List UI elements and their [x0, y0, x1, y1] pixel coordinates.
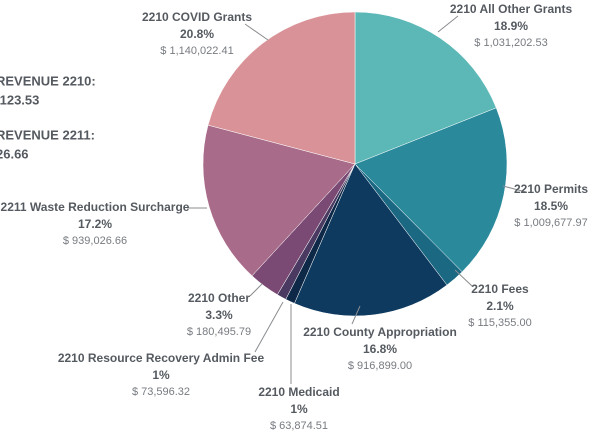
pie-slice — [207, 11, 356, 165]
leader-line — [454, 269, 473, 287]
slice-amount: $ 180,495.79 — [187, 326, 251, 338]
slice-name: 2210 Other — [188, 291, 250, 305]
annotation: 26.66 — [0, 146, 29, 161]
leader-line — [244, 23, 269, 41]
slice-amount: $ 916,899.00 — [348, 360, 412, 372]
annotation: REVENUE 2210: — [0, 73, 96, 88]
slice-name: 2210 County Appropriation — [303, 325, 457, 339]
slice-name: 2210 Resource Recovery Admin Fee — [58, 351, 265, 365]
slice-amount: $ 115,355.00 — [468, 317, 531, 329]
slice-name: 2211 Waste Reduction Surcharge — [1, 200, 190, 214]
slice-name: 2210 Fees — [471, 282, 529, 296]
slice-amount: $ 63,874.51 — [270, 420, 328, 432]
leader-line — [249, 283, 263, 297]
pie-slice — [294, 163, 448, 317]
slice-percent: 1% — [290, 402, 308, 416]
pie-slice — [202, 124, 356, 277]
slice-name: 2210 All Other Grants — [450, 2, 573, 16]
slice-percent: 16.8% — [363, 342, 397, 356]
slice-percent: 3.3% — [205, 308, 233, 322]
slice-name: 2210 Medicaid — [258, 385, 339, 399]
slice-name: 2210 COVID Grants — [142, 10, 252, 24]
slice-name: 2210 Permits — [514, 182, 588, 196]
leader-lines — [187, 15, 527, 384]
annotation: ,123.53 — [0, 92, 39, 107]
slice-amount: $ 1,140,022.41 — [160, 45, 233, 57]
slice-percent: 18.5% — [534, 199, 568, 213]
slice-amount: $ 1,009,677.97 — [514, 217, 587, 229]
leader-line — [437, 15, 459, 33]
slice-amount: $ 939,026.66 — [63, 235, 127, 247]
pie-slice — [354, 11, 497, 165]
annotation: REVENUE 2211: — [0, 127, 95, 142]
leader-line — [254, 301, 284, 353]
slice-percent: 1% — [152, 368, 170, 382]
slice-percent: 17.2% — [78, 217, 112, 231]
pie — [202, 11, 508, 317]
slice-percent: 18.9% — [494, 19, 528, 33]
pie-slice — [354, 107, 508, 273]
slice-percent: 2.1% — [486, 299, 514, 313]
slice-amount: $ 73,596.32 — [132, 386, 190, 398]
slice-percent: 20.8% — [180, 27, 214, 41]
leader-line — [351, 305, 361, 325]
leader-line — [502, 185, 527, 193]
slice-amount: $ 1,031,202.53 — [474, 37, 547, 49]
